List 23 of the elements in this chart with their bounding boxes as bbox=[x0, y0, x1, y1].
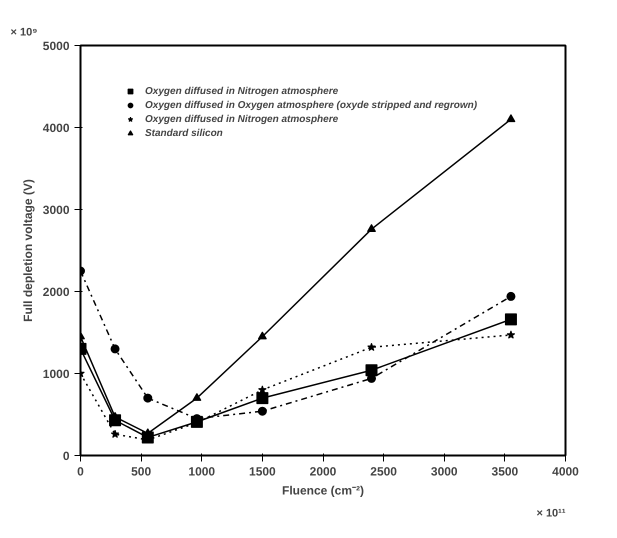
y-tick-label: 5000 bbox=[42, 39, 70, 53]
x-tick-label: 2500 bbox=[370, 464, 398, 478]
x-tick-label: 1500 bbox=[249, 464, 276, 478]
y-tick-label: 4000 bbox=[42, 121, 70, 135]
legend-label: Oxygen diffused in Nitrogen atmosphere bbox=[145, 85, 338, 97]
x-tick-label: 3500 bbox=[492, 464, 519, 478]
text: × 10⁹ bbox=[10, 26, 38, 38]
x-tick-label: 3000 bbox=[430, 464, 458, 478]
x-axis-title: Fluence (cm⁻²) bbox=[282, 484, 364, 498]
x-tick-label: 0 bbox=[77, 464, 84, 478]
x-tick-label: 4000 bbox=[552, 464, 580, 478]
text: × 10¹¹ bbox=[536, 508, 566, 520]
y-tick-label: 3000 bbox=[42, 203, 70, 217]
x-tick-label: 2000 bbox=[310, 464, 337, 478]
y-axis-title: Full depletion voltage (V) bbox=[20, 179, 35, 322]
x-tick-label: 1000 bbox=[188, 464, 216, 478]
legend-label: Oxygen diffused in Nitrogen atmosphere bbox=[145, 113, 338, 125]
y-tick-label: 0 bbox=[62, 449, 70, 463]
x-tick-label: 500 bbox=[131, 464, 152, 478]
legend-label: Standard silicon bbox=[145, 127, 223, 139]
legend-label: Oxygen diffused in Oxygen atmosphere (oxyde stripped and regrown) bbox=[145, 99, 478, 111]
y-tick-label: 1000 bbox=[42, 367, 70, 381]
y-tick-label: 2000 bbox=[42, 285, 70, 299]
